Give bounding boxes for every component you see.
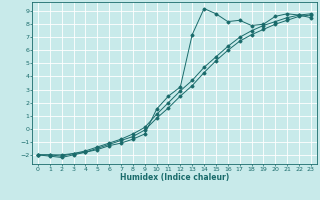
X-axis label: Humidex (Indice chaleur): Humidex (Indice chaleur) [120, 173, 229, 182]
